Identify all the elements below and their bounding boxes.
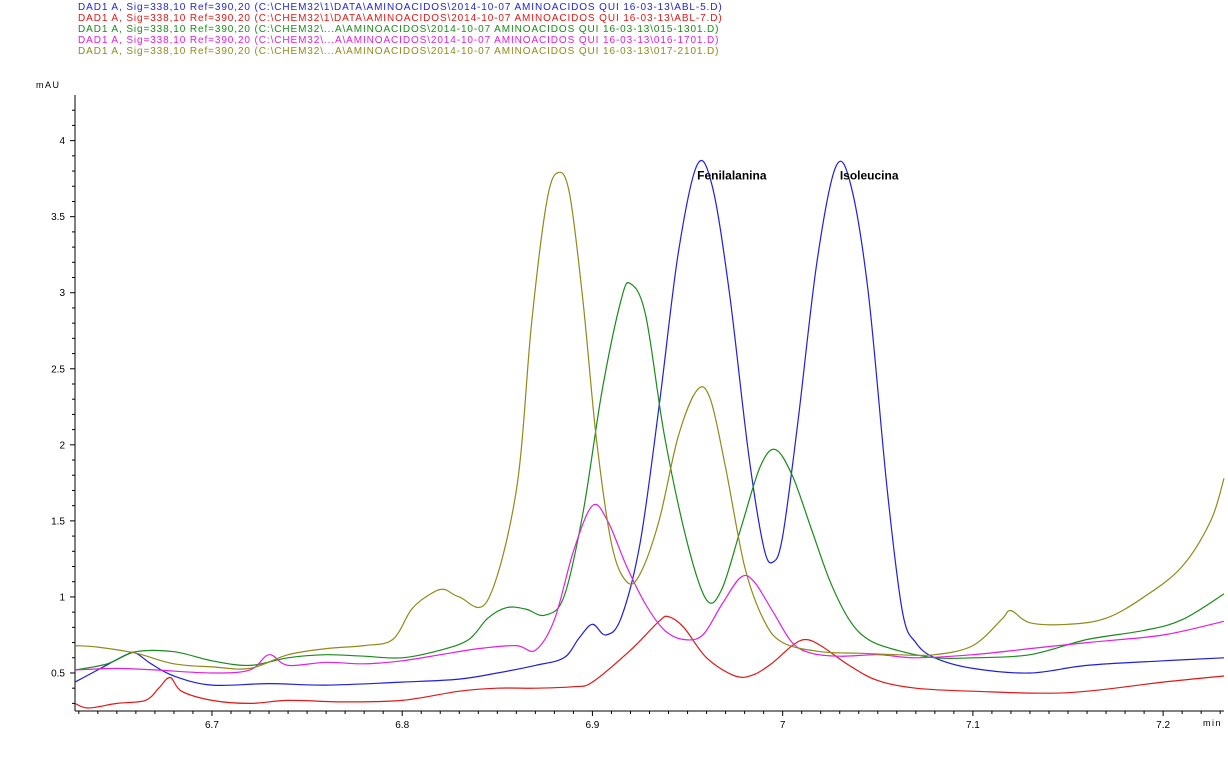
legend-entry: DAD1 A, Sig=338,10 Ref=390,20 (C:\CHEM32… xyxy=(78,13,723,24)
series-line-017-2101-d xyxy=(75,171,1225,670)
y-tick-label: 3 xyxy=(59,288,65,299)
legend-entry: DAD1 A, Sig=338,10 Ref=390,20 (C:\CHEM32… xyxy=(78,24,720,35)
y-tick-label: 2 xyxy=(59,440,65,451)
legend-entry: DAD1 A, Sig=338,10 Ref=390,20 (C:\CHEM32… xyxy=(78,2,723,13)
y-tick-label: 2.5 xyxy=(51,364,65,375)
x-tick-label: 6.7 xyxy=(205,720,219,731)
y-tick-label: 0.5 xyxy=(51,668,65,679)
legend: DAD1 A, Sig=338,10 Ref=390,20 (C:\CHEM32… xyxy=(78,2,723,57)
peak-label: Fenilalanina xyxy=(697,169,767,183)
x-tick-label: 7.2 xyxy=(1156,720,1170,731)
axes: 0.5 1 1.5 2 2.5 3 3.5 4 6.7 6.8 6.9 7 7.1 7.2 mAU min xyxy=(36,80,1224,731)
peak-label: Isoleucina xyxy=(840,169,899,183)
y-axis-unit: mAU xyxy=(36,80,61,90)
x-tick-label: 7 xyxy=(780,720,786,731)
y-tick-label: 1.5 xyxy=(51,516,65,527)
legend-entry: DAD1 A, Sig=338,10 Ref=390,20 (C:\CHEM32… xyxy=(78,46,720,57)
series-line-015-1301-d xyxy=(75,282,1225,671)
y-tick-label: 4 xyxy=(59,136,65,147)
series-layer xyxy=(75,159,1225,709)
series-line-abl-7-d xyxy=(75,615,1225,709)
annotation-layer: Fenilalanina Isoleucina xyxy=(697,169,899,183)
legend-entry: DAD1 A, Sig=338,10 Ref=390,20 (C:\CHEM32… xyxy=(78,35,720,46)
y-tick-label: 3.5 xyxy=(51,212,65,223)
series-line-abl-5-d xyxy=(75,159,1225,687)
x-tick-label: 6.8 xyxy=(395,720,409,731)
series-line-016-1701-d xyxy=(75,503,1225,674)
x-axis-unit: min xyxy=(1203,718,1222,728)
x-tick-label: 7.1 xyxy=(966,720,980,731)
x-tick-label: 6.9 xyxy=(585,720,599,731)
y-tick-label: 1 xyxy=(59,592,65,603)
